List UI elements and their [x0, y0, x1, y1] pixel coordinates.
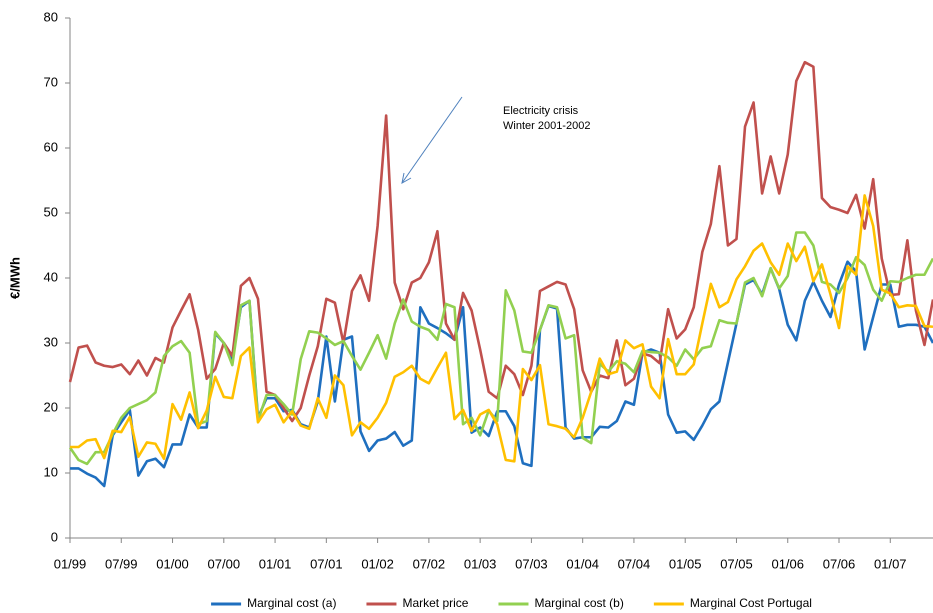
y-tick-label: 20	[44, 399, 58, 414]
x-tick-label: 07/06	[823, 556, 856, 571]
series-line	[70, 194, 933, 463]
x-tick-label: 01/05	[669, 556, 702, 571]
y-tick-label: 30	[44, 334, 58, 349]
legend-label: Marginal cost (b)	[534, 596, 623, 610]
x-tick-label: 07/05	[720, 556, 753, 571]
y-tick-label: 60	[44, 139, 58, 154]
x-tick-label: 01/01	[259, 556, 292, 571]
annotation-arrowhead	[401, 172, 412, 184]
x-tick-label: 01/03	[464, 556, 497, 571]
x-tick-label: 07/00	[208, 556, 241, 571]
series-line	[68, 231, 933, 466]
annotation: Electricity crisis	[503, 105, 579, 117]
x-tick-label: 01/07	[874, 556, 907, 571]
annotation: Winter 2001-2002	[503, 120, 590, 132]
legend-label: Marginal cost (a)	[247, 596, 336, 610]
y-axis-label: €/MWh	[7, 257, 22, 299]
y-tick-label: 0	[51, 529, 58, 544]
annotation-arrow	[401, 96, 463, 184]
x-tick-label: 07/02	[413, 556, 446, 571]
x-tick-label: 01/04	[566, 556, 599, 571]
x-tick-label: 01/02	[361, 556, 394, 571]
y-tick-label: 70	[44, 74, 58, 89]
y-tick-label: 50	[44, 204, 58, 219]
legend-label: Marginal Cost Portugal	[690, 596, 812, 610]
x-tick-label: 07/03	[515, 556, 548, 571]
x-tick-label: 01/99	[54, 556, 87, 571]
x-tick-label: 01/06	[771, 556, 804, 571]
legend-label: Market price	[402, 596, 468, 610]
x-tick-label: 07/99	[105, 556, 138, 571]
y-tick-label: 10	[44, 464, 58, 479]
y-tick-label: 40	[44, 269, 58, 284]
y-tick-label: 80	[44, 9, 58, 24]
series-line	[68, 60, 933, 423]
x-tick-label: 07/04	[618, 556, 651, 571]
x-tick-label: 01/00	[156, 556, 189, 571]
x-tick-label: 07/01	[310, 556, 343, 571]
